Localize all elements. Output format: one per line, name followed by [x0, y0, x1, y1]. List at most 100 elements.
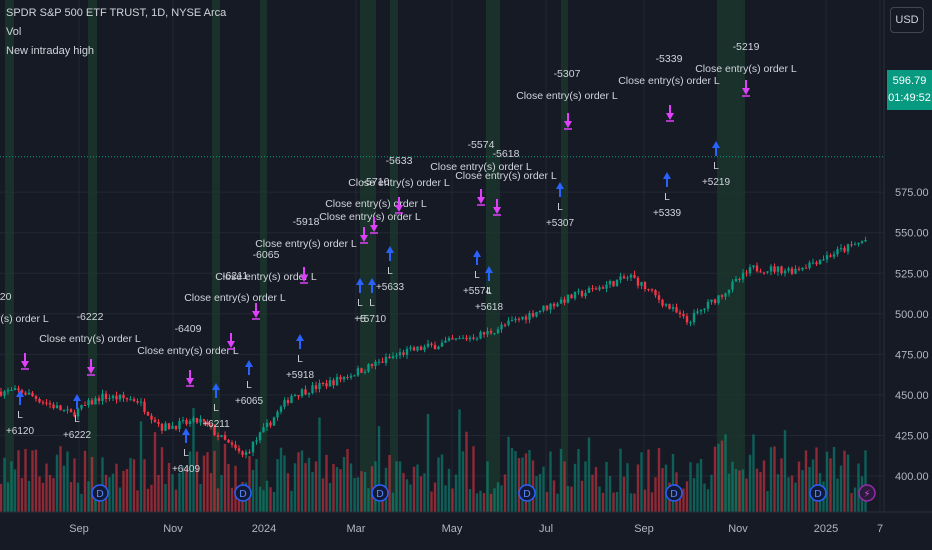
candle-body — [808, 262, 811, 269]
dividend-badge[interactable]: D — [665, 484, 683, 502]
highlight-band — [360, 0, 376, 512]
candle-body — [409, 347, 412, 349]
candle-body — [20, 390, 24, 393]
entry-arrow-icon — [556, 182, 564, 197]
candle-body — [356, 368, 360, 376]
candle-body — [342, 377, 346, 380]
volume-bar — [402, 472, 405, 512]
dividend-badge[interactable]: D — [371, 484, 389, 502]
candle-body — [493, 333, 496, 335]
volume-bar — [479, 490, 482, 512]
volume-bar — [769, 447, 773, 512]
candle-body — [475, 338, 479, 340]
volume-bar — [73, 458, 76, 512]
volume-bar — [829, 458, 832, 512]
badge-circle — [665, 484, 683, 502]
candle-body — [500, 324, 503, 330]
volume-bar — [556, 493, 559, 512]
volume-bar — [153, 432, 157, 512]
highlight-band — [260, 0, 267, 512]
price-tick-label: 475.00 — [895, 349, 929, 361]
dividend-badge[interactable]: D — [809, 484, 827, 502]
candle-body — [678, 312, 682, 314]
currency-button[interactable]: USD — [890, 7, 924, 33]
candle-body — [90, 400, 94, 405]
candle-body — [171, 425, 174, 429]
candle-body — [829, 255, 832, 257]
volume-bar — [202, 455, 206, 512]
candle-body — [251, 441, 255, 453]
candle-body — [447, 338, 451, 341]
volume-bar — [493, 488, 496, 512]
candle-body — [62, 409, 66, 411]
candle-body — [416, 346, 419, 351]
dividend-badge[interactable]: D — [518, 484, 536, 502]
volume-indicator-label[interactable]: Vol — [6, 26, 22, 38]
entry-label: L — [557, 202, 563, 213]
candle-body — [734, 278, 738, 282]
candle-body — [675, 307, 678, 313]
candle-body — [717, 295, 720, 304]
price-axis[interactable]: 400.00 425.00 450.00 475.00 500.00 525.00 550.… — [895, 187, 929, 483]
candle-body — [181, 420, 185, 422]
candle-body — [612, 281, 615, 287]
volume-bars — [0, 408, 867, 512]
candle-body — [339, 376, 342, 380]
dividend-badge[interactable]: D — [91, 484, 109, 502]
volume-bar — [6, 482, 10, 512]
candle-body — [503, 324, 507, 326]
entry-label: L — [246, 380, 252, 391]
candle-body — [633, 274, 636, 278]
exit-label: Close entry(s) order L — [319, 211, 421, 223]
candle-body — [297, 394, 300, 397]
candle-body — [542, 305, 545, 311]
candle-body — [570, 294, 573, 299]
volume-bar — [24, 449, 27, 512]
lightning-badge[interactable]: ⚡ — [858, 484, 876, 502]
trade-3: L +6409 -6409 Close entry(s) order L — [137, 323, 239, 475]
volume-bar — [563, 461, 566, 512]
volume-bar — [636, 464, 640, 512]
volume-bar — [703, 483, 706, 512]
price-tick-label: 525.00 — [895, 268, 929, 280]
volume-bar — [297, 452, 300, 512]
volume-bar — [535, 476, 538, 512]
volume-bar — [720, 440, 724, 512]
volume-bar — [363, 472, 367, 512]
candle-body — [797, 268, 801, 270]
exit-arrow-icon — [395, 197, 403, 212]
volume-bar — [773, 446, 776, 512]
candle-body — [45, 402, 48, 404]
candle-body — [468, 337, 472, 340]
candle-body — [80, 404, 83, 409]
exit-profit: -6211 — [222, 270, 248, 282]
candle-body — [458, 338, 461, 340]
volume-bar — [342, 456, 346, 512]
dividend-badge[interactable]: D — [234, 484, 252, 502]
dividend-badges[interactable]: D D D D D D ⚡ — [91, 484, 876, 502]
volume-bar — [461, 451, 465, 512]
dividend-label: D — [523, 489, 531, 500]
volume-bar — [20, 478, 24, 512]
volume-bar — [419, 476, 423, 512]
candle-body — [115, 395, 118, 400]
exit-profit: -6222 — [77, 311, 104, 323]
candle-body — [801, 267, 804, 270]
candle-body — [104, 393, 108, 399]
candle-body — [192, 418, 195, 422]
volume-bar — [598, 486, 601, 512]
candle-body — [573, 291, 577, 299]
candle-body — [265, 422, 269, 428]
volume-bar — [405, 479, 409, 512]
time-axis[interactable]: Sep Nov 2024 Mar May Jul Sep Nov 2025 7 — [69, 523, 883, 535]
candle-body — [360, 368, 363, 373]
candle-body — [122, 394, 125, 399]
volume-bar — [717, 443, 720, 512]
candle-body — [738, 278, 741, 280]
study-label[interactable]: New intraday high — [6, 45, 95, 57]
entry-profit: +5710 — [358, 314, 387, 325]
symbol-title[interactable]: SPDR S&P 500 ETF TRUST, 1D, NYSE Arca — [6, 7, 227, 19]
volume-bar — [496, 482, 500, 512]
volume-bar — [507, 436, 510, 512]
